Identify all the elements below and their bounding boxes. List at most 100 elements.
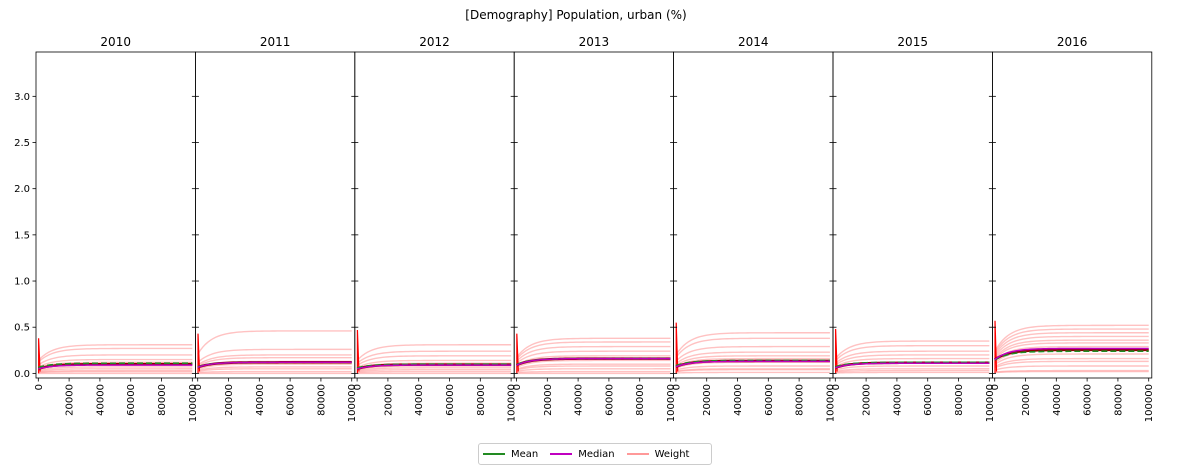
- weight-line-2012-6: [356, 367, 512, 372]
- weight-line-2010-0: [37, 344, 193, 361]
- legend-item-weight: Weight: [626, 448, 690, 460]
- x-tick-label-2016-2: 40000: [1052, 384, 1063, 416]
- dark-curve-2010: [37, 362, 193, 371]
- x-tick-label-2016-4: 80000: [1113, 384, 1124, 416]
- weight-line-2016-0: [994, 324, 1149, 353]
- y-tick-label-1: 0.5: [14, 323, 30, 334]
- weight-line-2015-8: [835, 369, 990, 373]
- weight-line-2012-0: [356, 344, 512, 361]
- weight-line-2016-8: [994, 353, 1149, 366]
- panel-2015: 2015 0 20000 40000 60000 80000 100000: [829, 35, 996, 422]
- weight-line-2011-2: [197, 354, 352, 366]
- legend-label-weight: Weight: [654, 448, 690, 460]
- weight-line-2016-3: [994, 335, 1149, 358]
- weight-line-2014-5: [675, 357, 830, 368]
- weight-line-2010-9: [38, 370, 193, 374]
- weight-line-2016-5: [994, 342, 1149, 361]
- x-tick-label-2016-1: 20000: [1021, 384, 1032, 416]
- panel-title-2012: 2012: [419, 35, 450, 49]
- median-line-2011: [197, 361, 352, 369]
- weight-line-2016-9: [994, 357, 1149, 368]
- x-tick-label-2014-4: 80000: [795, 384, 806, 416]
- spike-2012: [356, 329, 360, 374]
- weight-line-2010-2: [37, 354, 193, 366]
- weight-line-2012-3: [356, 359, 512, 369]
- weight-line-2014-2: [675, 345, 830, 362]
- axes-frame-2013: [513, 51, 675, 379]
- weight-line-2010-1: [37, 347, 193, 363]
- weight-line-2010-6: [38, 366, 193, 372]
- x-tick-label-2014-2: 40000: [733, 384, 744, 416]
- weight-line-2012-7: [357, 368, 512, 373]
- weight-line-2014-4: [675, 355, 830, 367]
- spike-2016: [994, 320, 998, 374]
- axes-frame-2016: [992, 51, 1153, 379]
- spike-2011: [197, 333, 201, 374]
- weight-line-2012-8: [357, 370, 512, 374]
- x-tick-label-2014-0: 0: [671, 384, 682, 390]
- x-tick-label-2011-5: 100000: [347, 384, 358, 422]
- x-tick-label-2013-0: 0: [512, 384, 523, 390]
- panel-2012: 2012 0 20000 40000 60000 80000 100000: [351, 35, 518, 422]
- weight-line-2016-1: [994, 328, 1149, 354]
- mean-line-2010: [38, 362, 193, 369]
- x-tick-label-2012-3: 60000: [445, 384, 456, 416]
- panel-title-2011: 2011: [260, 35, 291, 49]
- weight-line-2016-4: [994, 339, 1149, 359]
- panel-2011: 2011 0 20000 40000 60000 80000 100000: [191, 35, 358, 422]
- x-tick-label-2012-1: 20000: [383, 384, 394, 416]
- panel-2016: 2016 0 20000 40000 60000 80000 100000: [988, 35, 1155, 422]
- weight-line-2013-7: [516, 365, 671, 371]
- x-tick-label-2010-3: 60000: [126, 384, 137, 416]
- weight-line-2012-2: [356, 355, 512, 367]
- x-tick-label-2012-4: 80000: [476, 384, 487, 416]
- x-tick-label-2011-1: 20000: [224, 384, 235, 416]
- weight-line-2014-7: [675, 365, 830, 371]
- median-line-2013: [516, 357, 671, 366]
- panel-2014: 2014 0 20000 40000 60000 80000 100000: [670, 35, 836, 422]
- x-tick-label-2013-1: 20000: [543, 384, 554, 416]
- weight-line-2016-11: [994, 365, 1149, 371]
- axes-frame-2011: [194, 51, 356, 379]
- median-line-2012: [356, 364, 512, 370]
- weight-line-2010-8: [38, 369, 193, 373]
- panel-title-2016: 2016: [1057, 35, 1088, 49]
- chart-title: [Demography] Population, urban (%): [465, 8, 686, 22]
- x-tick-label-2015-2: 40000: [892, 384, 903, 416]
- x-tick-label-2015-4: 80000: [954, 384, 965, 416]
- legend-label-median: Median: [578, 448, 615, 460]
- weight-line-2014-1: [675, 337, 830, 359]
- weight-line-2011-8: [197, 370, 352, 374]
- plot-area-2012: [356, 329, 512, 375]
- weight-line-2014-9: [675, 368, 830, 373]
- y-tick-label-0: 0.0: [14, 369, 30, 380]
- panel-2013: 2013 0 20000 40000 60000 80000 100000: [510, 35, 677, 422]
- x-tick-label-2010-2: 40000: [95, 384, 106, 416]
- weight-line-2013-6: [516, 363, 671, 370]
- weight-line-2015-4: [834, 357, 990, 368]
- x-tick-label-2013-3: 60000: [604, 384, 615, 416]
- weight-line-2016-10: [994, 360, 1149, 369]
- x-tick-label-2013-4: 80000: [635, 384, 646, 416]
- y-tick-label-3: 1.5: [14, 230, 30, 241]
- weight-line-2015-3: [834, 354, 990, 366]
- weight-line-2010-7: [38, 368, 193, 372]
- weight-line-2013-3: [516, 350, 671, 364]
- mean-line-2014: [675, 359, 830, 367]
- plot-area-2015: [834, 329, 990, 374]
- weight-line-2011-3: [197, 356, 352, 367]
- legend-item-mean: Mean: [483, 449, 538, 460]
- legend-swatch-weight: [626, 453, 649, 455]
- axes-frame-2010: [35, 51, 196, 379]
- x-tick-label-2015-0: 0: [831, 384, 842, 390]
- weight-line-2011-7: [197, 368, 352, 372]
- weight-line-2015-1: [834, 344, 990, 362]
- y-tick-label-6: 3.0: [14, 92, 30, 103]
- x-tick-label-2013-5: 100000: [666, 384, 677, 422]
- x-tick-label-2016-3: 60000: [1083, 384, 1094, 416]
- spike-2013: [516, 333, 519, 374]
- mean-line-2016: [994, 350, 1149, 361]
- weight-line-2011-6: [197, 366, 352, 372]
- plot-area-2010: [37, 338, 193, 375]
- weight-line-2016-13: [994, 370, 1149, 374]
